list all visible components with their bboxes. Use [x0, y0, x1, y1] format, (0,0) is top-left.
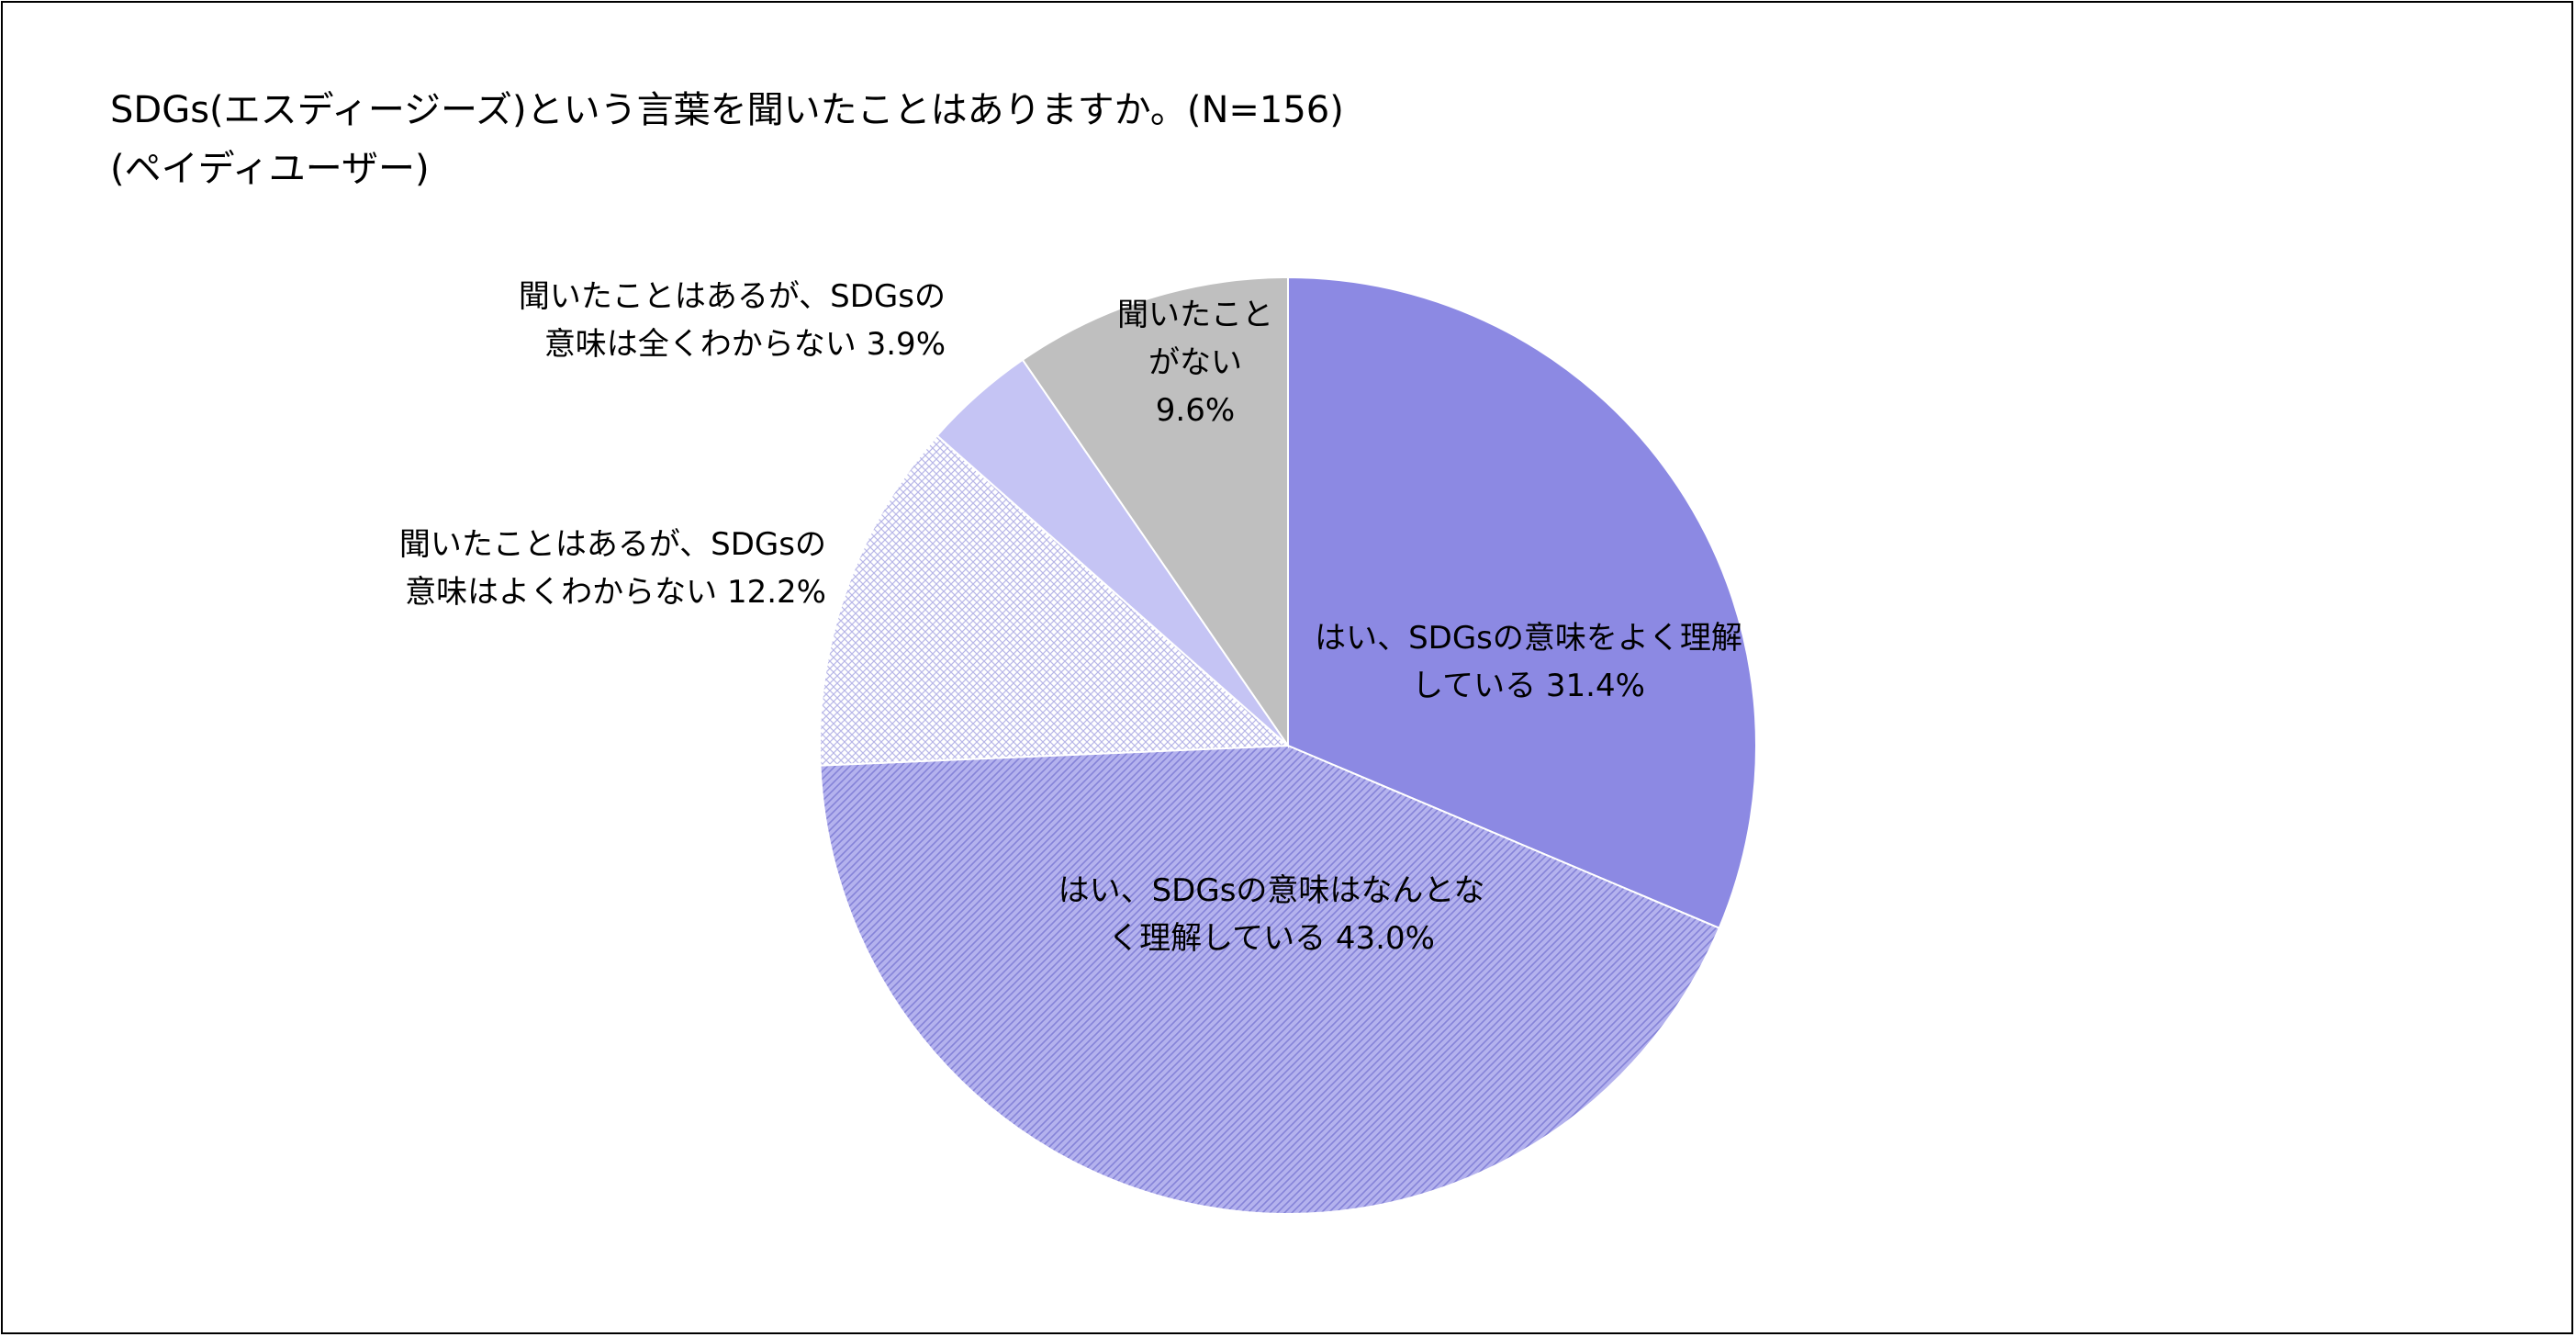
pie-slices	[819, 275, 1758, 1215]
pie-label-1: はい、SDGsの意味をよく理解している 31.4%	[1315, 620, 1742, 704]
pie-label-2-line-1: はい、SDGsの意味はなんとな	[1058, 872, 1485, 909]
pie-labels: はい、SDGsの意味をよく理解している 31.4% はい、SDGsの意味はなんとな…	[399, 278, 1742, 957]
pie-label-2-line-2: く理解している 43.0%	[1108, 920, 1435, 957]
pie-slice-3	[819, 433, 1291, 767]
pie-label-5-line-2: がない	[1148, 344, 1242, 381]
pie-slice-1	[1287, 275, 1758, 929]
pie-label-1-line-1: はい、SDGsの意味をよく理解	[1315, 620, 1742, 657]
pie-label-4-line-1: 聞いたことはあるが、SDGsの	[519, 278, 946, 315]
pie-label-4: 聞いたことはあるが、SDGsの意味は全くわからない 3.9%	[519, 278, 946, 363]
pie-label-5: 聞いたことがない 9.6%	[1117, 297, 1273, 429]
pie-slice-5	[1021, 275, 1289, 749]
pie-label-2: はい、SDGsの意味はなんとなく理解している 43.0%	[1058, 872, 1485, 957]
pie-label-4-line-2: 意味は全くわからない 3.9%	[544, 326, 946, 363]
pie-label-1-line-2: している 31.4%	[1412, 668, 1645, 704]
chart-title-line1: SDGs(エスディージーズ)という言葉を聞いたことはありますか。(N=156)	[110, 89, 1344, 131]
pie-slice-2	[819, 744, 1721, 1215]
pie-label-3-line-1: 聞いたことはあるが、SDGsの	[399, 526, 826, 563]
chart-title-line2: (ペイディユーザー)	[110, 148, 430, 190]
pie-label-5-line-3: 9.6%	[1156, 392, 1235, 429]
pie-label-3-line-2: 意味はよくわからない 12.2%	[405, 574, 826, 611]
pie-label-3: 聞いたことはあるが、SDGsの意味はよくわからない 12.2%	[399, 526, 826, 611]
pie-label-5-line-1: 聞いたこと	[1117, 297, 1273, 333]
chart-title: SDGs(エスディージーズ)という言葉を聞いたことはありますか。(N=156) …	[110, 81, 1344, 198]
